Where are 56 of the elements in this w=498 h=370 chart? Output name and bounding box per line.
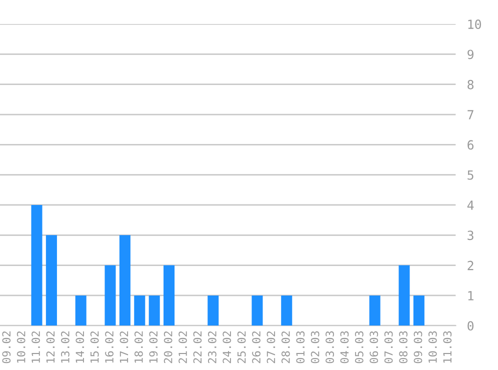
bar <box>134 295 146 326</box>
x-tick-label: 23.02 <box>208 331 216 364</box>
bar <box>208 295 219 326</box>
x-tick-label: 21.02 <box>178 331 187 364</box>
x-tick-label: 11.02 <box>32 331 40 363</box>
x-tick-label: 17.02 <box>120 331 128 363</box>
x-tick-label: 07.03 <box>384 331 393 364</box>
y-tick-label: 3 <box>468 230 474 240</box>
bar <box>398 265 410 326</box>
x-tick-label: 27.02 <box>266 331 276 364</box>
y-tick-label: 7 <box>468 110 474 120</box>
y-tick-label: 2 <box>468 260 474 270</box>
x-tick-label: 10.02 <box>16 331 26 363</box>
bar <box>75 295 86 326</box>
x-tick-label: 10.03 <box>428 331 437 363</box>
bar <box>31 204 42 326</box>
x-tick-label: 24.02 <box>222 331 232 364</box>
x-tick-label: 05.03 <box>354 331 364 364</box>
x-tick-label: 03.03 <box>326 331 334 364</box>
x-tick-label: 20.02 <box>164 331 172 364</box>
bar <box>164 265 175 326</box>
x-tick-label: 14.02 <box>76 331 84 363</box>
x-tick-label: 18.02 <box>134 331 143 363</box>
x-tick-label: 12.02 <box>46 331 55 363</box>
y-tick-label: 4 <box>467 200 474 210</box>
bar <box>369 295 380 326</box>
x-tick-label: 02.03 <box>310 331 320 364</box>
y-tick-label: 6 <box>468 140 474 150</box>
bar <box>46 235 57 326</box>
x-tick-label: 25.02 <box>237 331 246 364</box>
y-tick-label: 5 <box>468 170 474 180</box>
y-tick-label: 8 <box>468 80 474 90</box>
y-tick-label: 1 <box>468 291 474 300</box>
y-tick-label: 0 <box>468 321 474 331</box>
x-tick-label: 09.03 <box>414 331 422 364</box>
x-tick-label: 09.02 <box>2 331 11 364</box>
bar <box>119 235 130 326</box>
x-tick-label: 19.02 <box>149 331 158 363</box>
x-tick-label: 01.03 <box>296 331 305 364</box>
x-tick-label: 11.03 <box>443 331 452 363</box>
bar <box>252 295 263 326</box>
x-tick-label: 22.02 <box>193 331 202 364</box>
x-tick-label: 08.03 <box>399 331 408 364</box>
bar <box>413 295 424 326</box>
bar <box>148 295 160 326</box>
y-tick-label: 9 <box>468 50 474 60</box>
y-tick-label: 10 <box>468 20 482 30</box>
x-tick-label: 06.03 <box>370 331 378 364</box>
x-tick-label: 04.03 <box>340 331 349 364</box>
x-tick-label: 28.02 <box>281 331 290 364</box>
x-tick-label: 16.02 <box>105 331 114 363</box>
bar <box>281 295 292 326</box>
x-tick-label: 26.02 <box>252 331 260 364</box>
bar <box>104 265 116 326</box>
x-tick-label: 15.02 <box>90 331 99 363</box>
x-tick-label: 13.02 <box>60 331 70 363</box>
